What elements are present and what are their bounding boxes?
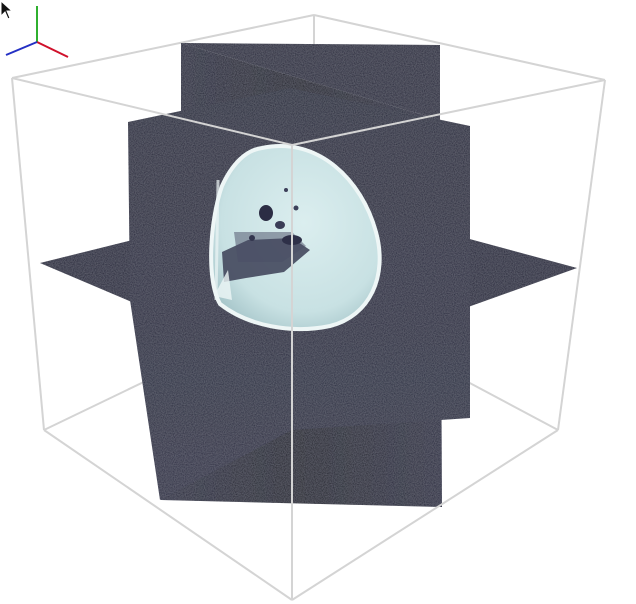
x-axis-line (36, 41, 69, 58)
xyz-axes-icon[interactable] (0, 0, 72, 60)
bounding-box-front (11, 77, 606, 601)
z-axis-line (5, 41, 38, 56)
specimen-section (209, 144, 382, 332)
mouse-pointer-icon (0, 0, 14, 20)
